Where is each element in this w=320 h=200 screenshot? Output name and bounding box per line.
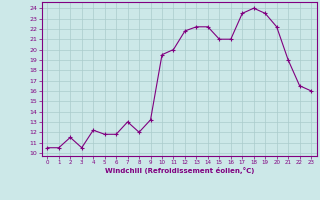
X-axis label: Windchill (Refroidissement éolien,°C): Windchill (Refroidissement éolien,°C)	[105, 167, 254, 174]
